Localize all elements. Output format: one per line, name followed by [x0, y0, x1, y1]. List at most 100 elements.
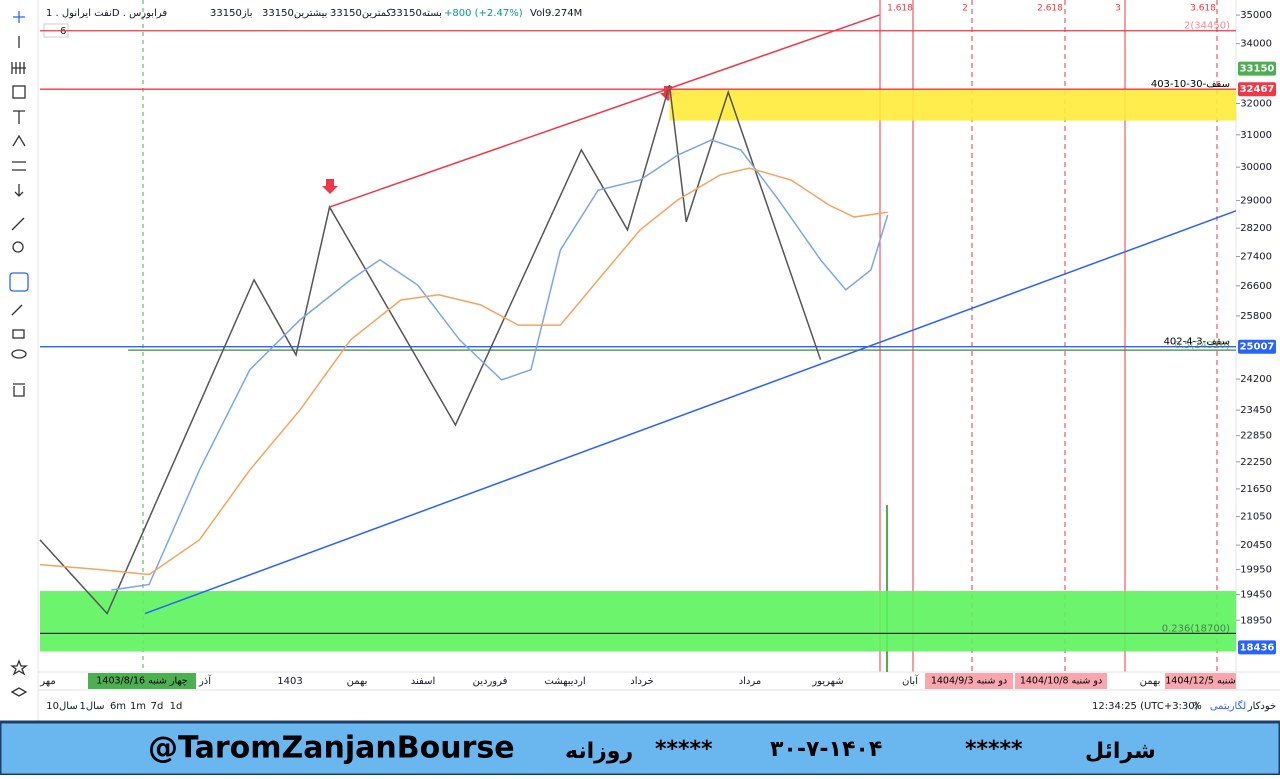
y-tick-label: 23450: [1240, 405, 1272, 416]
time-label: بهمن: [1140, 676, 1161, 687]
resistance-line: [329, 14, 880, 208]
y-tick-label: 30000: [1240, 162, 1272, 173]
arrow-markers: [322, 86, 676, 194]
pattern-tool[interactable]: [12, 134, 26, 147]
y-tick-label: 35000: [1240, 10, 1272, 21]
date-label: 1403/8/16 چهار شنبه: [96, 676, 187, 687]
price-mark: [1238, 61, 1276, 76]
y-tick-label: 22850: [1240, 431, 1272, 442]
time-label: فروردین: [473, 676, 508, 687]
text-tool[interactable]: [13, 110, 25, 124]
price-mark-label: 32467: [1240, 84, 1275, 95]
price-zone: [40, 591, 1236, 652]
time-label: بهمن: [347, 676, 368, 687]
y-tick-label: 20450: [1240, 540, 1272, 551]
arrow-tool[interactable]: [14, 184, 24, 197]
header-high: بیشترین33150: [262, 8, 327, 19]
zoom-tool[interactable]: [12, 241, 24, 253]
shape-tool[interactable]: [12, 85, 26, 99]
support-line: [144, 210, 1237, 615]
layers[interactable]: [10, 687, 28, 697]
y-tick-label: 19450: [1240, 590, 1272, 601]
percent-toggle[interactable]: %: [1192, 701, 1202, 712]
delete-tool[interactable]: [13, 383, 25, 397]
measure-tool[interactable]: [11, 217, 25, 231]
magnet-tool[interactable]: [9, 272, 29, 292]
footer-handle: @TaromZanjanBourse: [148, 731, 515, 766]
date-box: [88, 673, 196, 689]
level-label: 0.5(24920): [1174, 340, 1230, 351]
date-label: 1404/9/3 دو شنبه: [931, 676, 1007, 687]
header-close: بسته33150: [390, 8, 442, 19]
level-label: 402-4-3-سقف: [1164, 337, 1230, 348]
range-button[interactable]: 1d: [170, 701, 183, 712]
footer-date: ۳۰-۷-۱۴۰۴: [770, 737, 882, 762]
header-open: باز33150: [210, 8, 252, 19]
fib-label: 3.618: [1190, 4, 1216, 14]
lock-tool[interactable]: [12, 329, 25, 339]
log-toggle[interactable]: لگاریتمی: [1210, 700, 1246, 712]
range-button[interactable]: 10سال: [46, 701, 77, 712]
fib-tool[interactable]: [11, 62, 26, 74]
footer-period: روزانه: [565, 739, 633, 764]
range-button[interactable]: 7d: [151, 701, 164, 712]
level-label: 2(34450): [1184, 21, 1230, 32]
price-mark-label: 33150: [1240, 64, 1275, 75]
level-label: 403-10-30-سقف: [1151, 79, 1230, 90]
time-label: مرداد: [739, 676, 762, 687]
y-tick-label: 34000: [1240, 39, 1272, 50]
y-tick-label: 24200: [1240, 374, 1272, 385]
y-tick-label: 27400: [1240, 252, 1272, 263]
ma-fast-line: [111, 139, 889, 591]
header-volume: Vol9.274M: [530, 8, 582, 19]
date-box: [925, 673, 1013, 689]
ma-slow-line: [39, 167, 888, 576]
zigzag-line: [39, 84, 822, 615]
date-box: [1015, 673, 1107, 689]
footer-stars: *****: [655, 737, 713, 762]
price-mark: [1238, 640, 1276, 655]
header-change: +800 (+2.47%): [444, 8, 523, 19]
header-low: کمترین33150: [330, 8, 392, 19]
counter[interactable]: 6: [60, 26, 66, 37]
date-label: 1404/12/5 شنبه: [1165, 676, 1236, 687]
y-tick-label: 25800: [1240, 311, 1272, 322]
y-tick-label: 31000: [1240, 130, 1272, 141]
footer-banner: [0, 720, 1280, 777]
time-label: خرداد: [630, 676, 653, 687]
range-button[interactable]: 1سال: [79, 701, 104, 712]
y-tick-label: 19950: [1240, 565, 1272, 576]
price-mark-label: 25007: [1240, 342, 1275, 353]
y-tick-label: 21050: [1240, 512, 1272, 523]
cursor-tool[interactable]: [13, 11, 25, 23]
price-mark: [1238, 82, 1276, 97]
y-tick-label: 21650: [1240, 484, 1272, 495]
footer-stars: *****: [965, 737, 1023, 762]
lock-draw[interactable]: [11, 304, 23, 316]
price-mark-label: 18436: [1240, 642, 1275, 653]
time-label: 1403: [277, 676, 302, 687]
fib-label: 2: [962, 4, 968, 14]
forecast-tool[interactable]: [12, 161, 26, 171]
eye-tool[interactable]: [11, 349, 27, 359]
price-zone: [669, 89, 1236, 121]
footer-name: شرائل: [1085, 739, 1156, 764]
fib-label: 1.618: [887, 4, 913, 14]
clock: 12:34:25 (UTC+3:30): [1092, 701, 1199, 712]
level-label: 0.236(18700): [1162, 623, 1230, 634]
range-button[interactable]: 6m: [110, 701, 126, 712]
y-tick-label: 28200: [1240, 223, 1272, 234]
date-label: 1404/10/8 دو شنبه: [1020, 676, 1102, 687]
price-mark: [1238, 339, 1276, 354]
range-button[interactable]: 1m: [130, 701, 146, 712]
fib-label: 3: [1115, 4, 1121, 14]
favorites[interactable]: [10, 659, 28, 676]
y-tick-label: 18950: [1240, 615, 1272, 626]
time-label: مهر: [39, 676, 55, 687]
tool-icons: [9, 11, 29, 697]
auto-toggle[interactable]: خودکار: [1247, 701, 1276, 712]
toolbar: [0, 0, 38, 722]
fib-label: 2.618: [1037, 4, 1063, 14]
